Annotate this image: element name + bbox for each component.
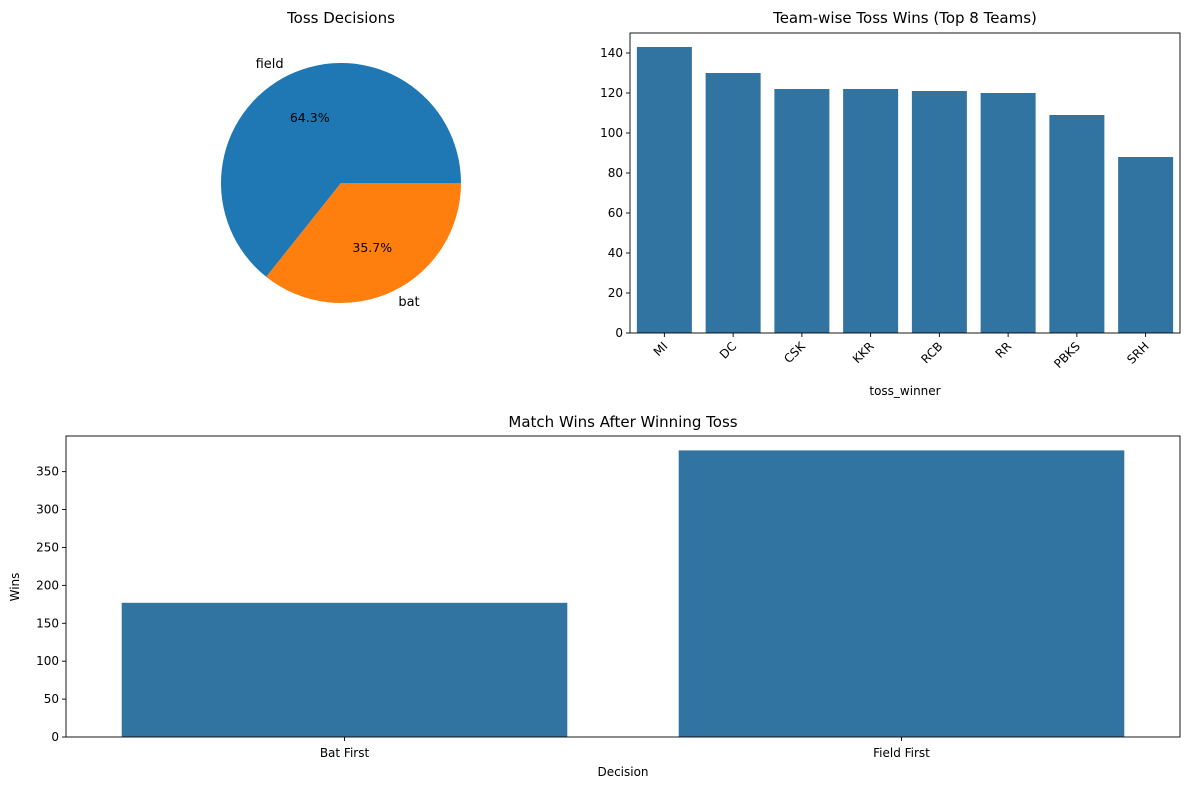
toss-wins-bar-pbks — [1049, 115, 1105, 333]
toss-wins-xtick-srh: SRH — [1124, 339, 1152, 367]
toss-wins-bar-rcb — [911, 91, 967, 333]
match-wins-title: Match Wins After Winning Toss — [508, 413, 737, 431]
toss-wins-xtick-pbks: PBKS — [1051, 339, 1083, 371]
match-wins-ytick-350: 350 — [36, 465, 59, 479]
match-wins-bar-field-first — [678, 450, 1125, 737]
toss-wins-axes-frame — [629, 32, 1181, 334]
toss-wins-ytick-140: 140 — [600, 46, 623, 60]
toss-wins-bar-rr — [980, 93, 1036, 333]
match-wins-xtick-bat-first: Bat First — [320, 746, 370, 760]
pie-title: Toss Decisions — [286, 9, 395, 27]
toss-wins-xtick-kkr: KKR — [850, 339, 877, 366]
toss-wins-ytick-60: 60 — [608, 206, 623, 220]
toss-wins-bar-mi — [636, 47, 692, 333]
toss-wins-xtick-mi: MI — [651, 339, 671, 359]
toss-wins-ytick-100: 100 — [600, 126, 623, 140]
match-wins-ytick-300: 300 — [36, 503, 59, 517]
match-wins-axes-frame — [65, 435, 1181, 738]
toss-wins-bar-kkr — [843, 89, 899, 333]
match-wins-ylabel: Wins — [8, 573, 22, 602]
match-wins-xtick-field-first: Field First — [873, 746, 930, 760]
toss-wins-xlabel: toss_winner — [869, 384, 940, 398]
toss-wins-bar-dc — [705, 73, 761, 333]
match-wins-ytick-150: 150 — [36, 616, 59, 630]
pie-slice-bat — [266, 183, 461, 304]
pie-chart: Toss Decisions field 64.3% bat 35.7% — [221, 9, 461, 310]
match-wins-ytick-200: 200 — [36, 578, 59, 592]
pie-slice-field — [221, 63, 461, 277]
match-wins-bar-bat-first — [121, 602, 568, 737]
pie-percent-bat: 35.7% — [352, 240, 392, 255]
toss-wins-chart: Team-wise Toss Wins (Top 8 Teams) MI DC CS… — [600, 9, 1181, 398]
toss-wins-bar-csk — [774, 89, 830, 333]
pie-percent-field: 64.3% — [290, 110, 330, 125]
match-wins-xlabel: Decision — [597, 765, 648, 779]
toss-wins-ytick-0: 0 — [615, 326, 623, 340]
match-wins-ytick-100: 100 — [36, 654, 59, 668]
toss-wins-xtick-dc: DC — [717, 339, 739, 361]
toss-wins-ytick-40: 40 — [608, 246, 623, 260]
toss-wins-xtick-csk: CSK — [781, 338, 809, 366]
pie-label-bat: bat — [398, 295, 419, 310]
toss-wins-xtick-rr: RR — [993, 339, 1015, 361]
match-wins-chart: Match Wins After Winning Toss Bat First F… — [8, 413, 1181, 779]
toss-wins-title: Team-wise Toss Wins (Top 8 Teams) — [772, 9, 1037, 27]
toss-wins-bar-srh — [1118, 157, 1174, 333]
match-wins-ytick-50: 50 — [44, 692, 59, 706]
toss-wins-ytick-80: 80 — [608, 166, 623, 180]
toss-wins-ytick-20: 20 — [608, 286, 623, 300]
match-wins-ytick-250: 250 — [36, 540, 59, 554]
toss-wins-ytick-120: 120 — [600, 86, 623, 100]
match-wins-ytick-0: 0 — [51, 730, 59, 744]
toss-wins-xtick-rcb: RCB — [918, 339, 945, 366]
pie-label-field: field — [256, 57, 284, 72]
